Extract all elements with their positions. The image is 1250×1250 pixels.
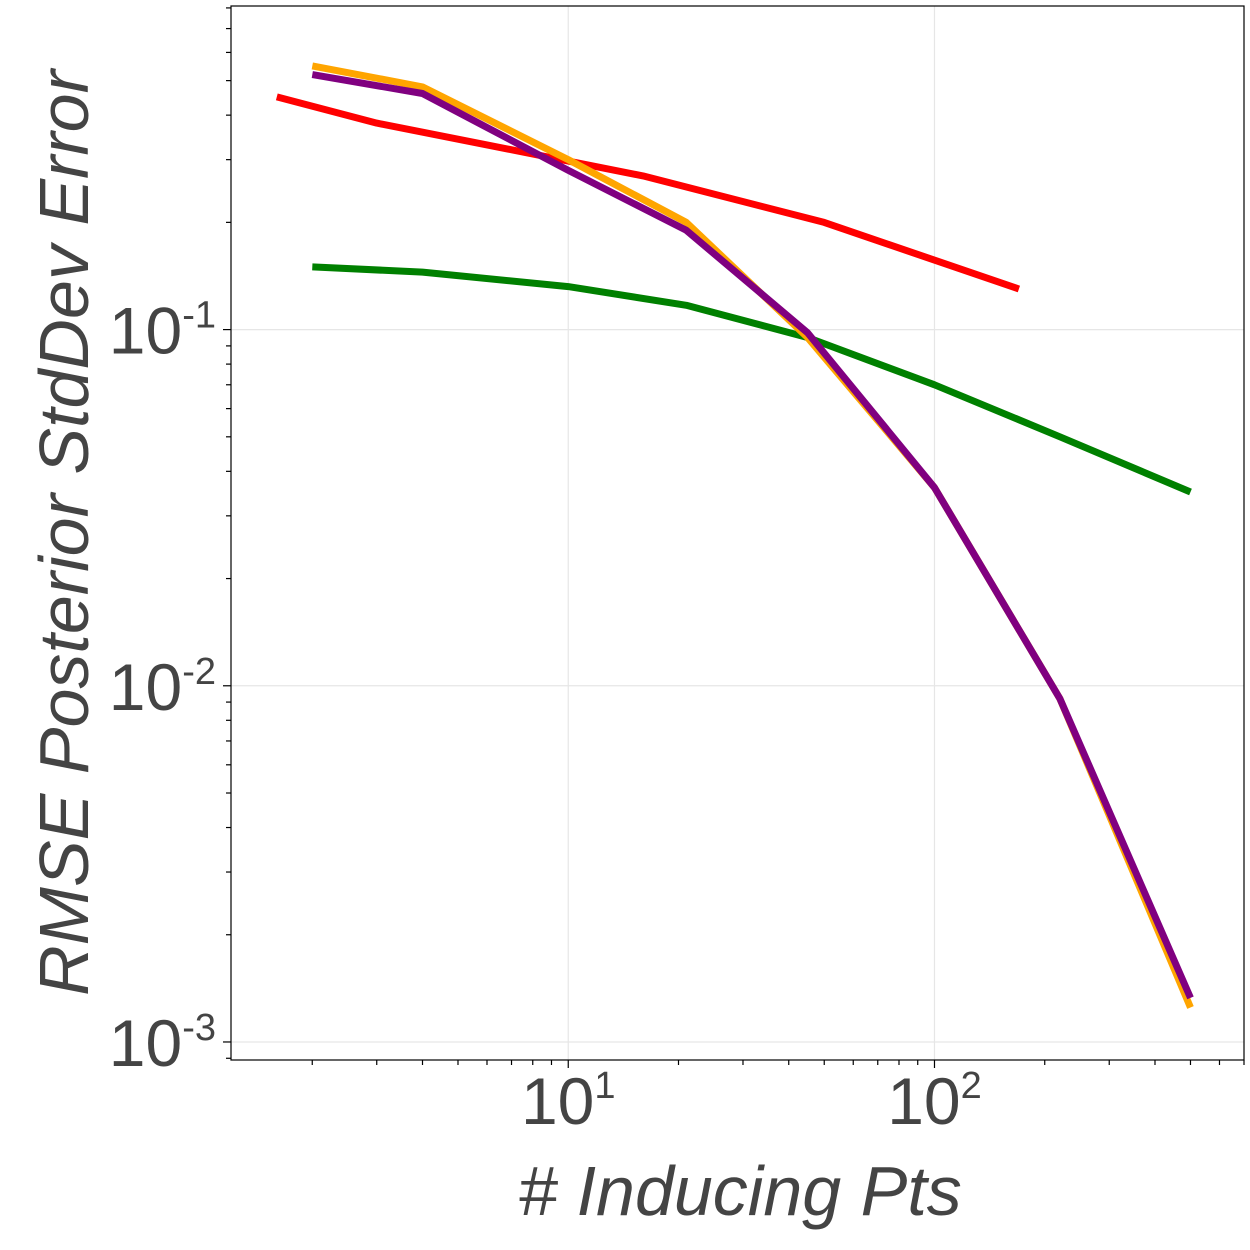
y-tick-label: 10-2 [109,650,216,724]
series-line-red [275,93,1021,293]
x-tick-label: 101 [521,1064,616,1138]
x-axis-title: # Inducing Pts [518,1152,962,1230]
x-tick-label: 102 [887,1064,982,1138]
series-line-green [312,263,1192,496]
y-axis-title: RMSE Posterior StdDev Error [25,67,103,995]
series-line-purple [311,71,1194,1000]
grid-lines [231,6,1244,1060]
plot-frame [230,5,1245,1061]
series-lines [275,62,1194,1009]
y-tick-label: 10-1 [109,294,216,368]
axes [230,5,1245,1061]
axis-ticks [223,7,1245,1068]
y-tick-label: 10-3 [109,1006,216,1080]
tick-labels: 101 102 10-1 10-2 10-3 [109,294,982,1138]
